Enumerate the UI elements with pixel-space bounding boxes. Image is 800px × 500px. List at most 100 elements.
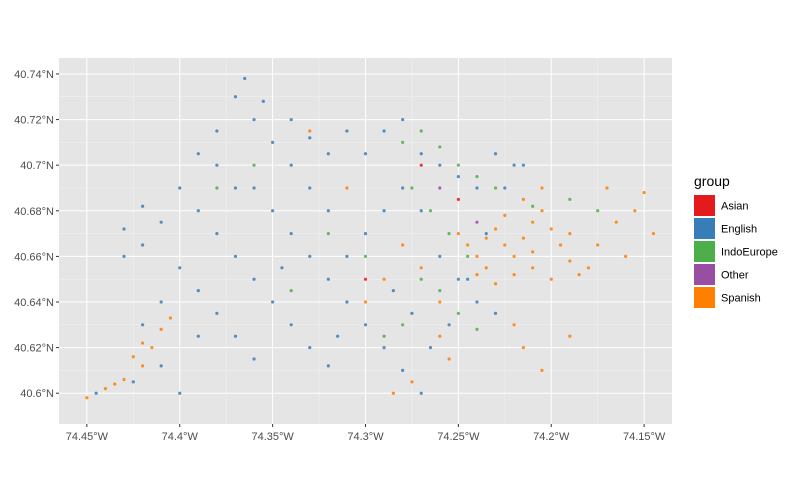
data-point-english [289,323,293,327]
data-point-english [196,152,200,156]
data-point-spanish [410,380,414,384]
data-point-english [484,231,488,236]
data-point-english [401,368,405,373]
data-point-english [289,117,293,122]
y-tick-label: 40.7°N [20,160,54,172]
data-point-indoeurope [363,254,368,258]
legend-title: group [694,173,730,189]
data-point-spanish [391,391,395,395]
data-point-english [178,391,182,395]
data-point-english [215,231,219,236]
data-point-spanish [540,186,544,190]
data-point-english [326,277,330,281]
data-point-english [438,163,442,167]
data-point-english [456,174,460,179]
data-point-english [456,277,460,281]
data-point-english [271,140,275,144]
data-point-indoeurope [475,174,479,179]
data-point-english [391,288,395,293]
data-point-spanish [150,346,154,350]
x-tick-label: 74.4°W [162,431,199,443]
data-point-english [382,209,386,213]
data-point-indoeurope [382,334,386,338]
data-point-english [233,334,238,338]
data-point-indoeurope [401,323,405,327]
data-point-spanish [484,266,488,270]
data-point-english [196,209,200,213]
data-point-spanish [521,346,525,350]
data-point-english [252,186,256,190]
data-point-english [215,163,219,167]
data-point-spanish [159,327,163,331]
data-point-english [178,266,182,270]
data-point-spanish [605,186,609,190]
data-point-indoeurope [438,145,442,149]
data-point-spanish [558,243,563,247]
data-point-english [512,163,516,167]
data-point-english [252,117,256,122]
legend-label-english: English [721,224,757,236]
data-point-english [280,266,284,270]
data-point-english [419,209,423,213]
y-axis: 40.6°N 40.62°N 40.64°N 40.66°N 40.68°N 40.7°N… [14,69,59,400]
y-tick-label: 40.66°N [14,251,54,263]
data-point-english [308,254,312,258]
data-point-spanish [586,266,591,270]
data-point-spanish [531,250,535,254]
data-point-spanish [419,266,423,270]
data-point-indoeurope [401,140,405,144]
data-point-spanish [103,387,108,391]
data-point-indoeurope [419,277,423,281]
data-point-english [475,186,479,190]
data-point-indoeurope [447,231,451,236]
data-point-spanish [113,382,117,386]
data-point-english [159,220,163,224]
data-point-spanish [614,220,618,224]
data-point-spanish [140,341,145,345]
data-point-spanish [503,243,507,247]
data-point-spanish [549,277,553,281]
data-point-english [401,117,405,122]
data-point-english [215,129,219,133]
data-point-indoeurope [456,311,460,316]
legend-key-other [694,264,715,285]
data-point-spanish [475,273,479,277]
data-point-indoeurope [596,209,600,213]
y-tick-label: 40.6°N [20,388,54,400]
data-point-spanish [363,300,368,304]
data-point-other [475,220,479,224]
data-point-english [140,323,145,327]
legend: group Asian English IndoEurope Other Spanish [694,173,778,308]
data-point-english [466,277,470,281]
data-point-english [308,136,312,140]
data-point-spanish [521,236,525,240]
x-axis: 74.45°W 74.4°W 74.35°W 74.3°W 74.25°W 74.2°W 7… [66,424,666,443]
legend-key-asian [694,195,715,216]
x-tick-label: 74.25°W [437,431,480,443]
data-point-spanish [540,368,544,373]
data-point-english [289,231,293,236]
data-point-indoeurope [289,288,293,293]
data-point-english [252,357,256,361]
data-points [85,76,656,400]
data-point-english [345,300,349,304]
data-point-english [410,311,414,316]
data-point-indoeurope [438,288,442,293]
data-point-spanish [549,227,553,231]
data-point-english [252,277,256,281]
data-point-english [447,323,451,327]
data-point-english [493,311,498,316]
data-point-english [289,163,293,167]
data-point-indoeurope [215,186,219,190]
legend-key-spanish [694,287,715,308]
data-point-indoeurope [252,163,256,167]
data-point-english [345,254,349,258]
data-point-spanish [475,254,479,258]
data-point-english [308,346,312,350]
data-point-spanish [484,236,488,240]
data-point-spanish [531,220,535,224]
data-point-indoeurope [419,129,423,133]
data-point-spanish [623,254,628,258]
data-point-english [382,129,386,133]
